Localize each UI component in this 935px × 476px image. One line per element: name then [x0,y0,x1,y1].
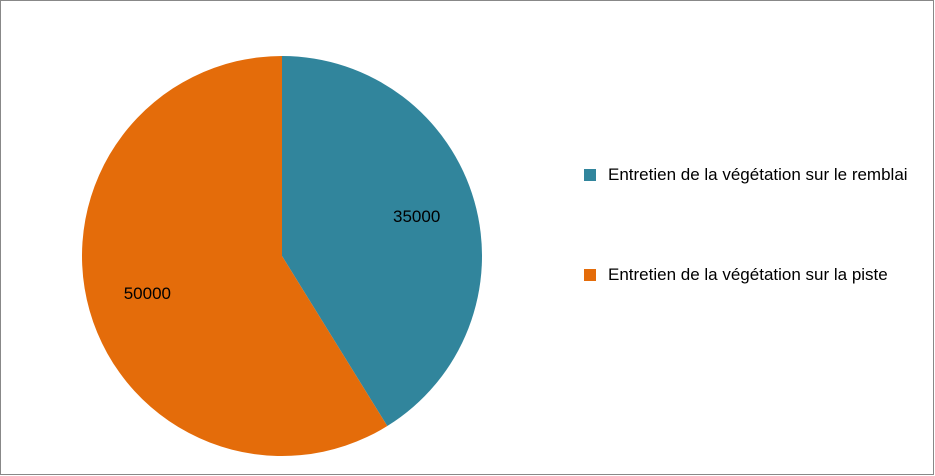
pie-slice [282,56,482,427]
legend-swatch [584,269,596,281]
legend-label: Entretien de la végétation sur la piste [608,265,888,284]
legend-swatch [584,169,596,181]
data-label: 50000 [124,284,171,303]
data-label: 35000 [393,207,440,226]
pie-slice [82,56,388,456]
legend-label: Entretien de la végétation sur le rembla… [608,165,908,184]
